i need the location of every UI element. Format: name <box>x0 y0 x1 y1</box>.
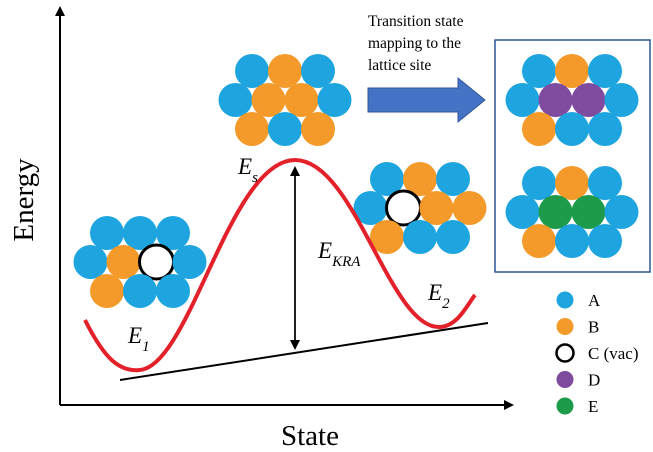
atom <box>555 166 589 200</box>
label-main: E <box>127 323 142 348</box>
legend-label: D <box>588 371 600 390</box>
y-axis-label: Energy <box>8 158 40 242</box>
atom <box>522 54 556 88</box>
label-ekra: EKRA <box>317 238 361 270</box>
legend-label: C (vac) <box>588 344 639 363</box>
atom <box>140 245 174 279</box>
atom <box>235 112 269 146</box>
atom <box>588 112 622 146</box>
atom <box>301 54 335 88</box>
atom <box>555 112 589 146</box>
label-e1: E1 <box>127 323 150 355</box>
atom <box>107 245 141 279</box>
atom <box>301 112 335 146</box>
legend: AB C (vac) DE <box>557 291 639 416</box>
atom <box>156 274 190 308</box>
atom <box>588 54 622 88</box>
x-axis-label: State <box>281 420 339 452</box>
diagram: Energy State E1 Es EKRA E2 Transition st… <box>0 0 653 452</box>
baseline <box>120 323 488 380</box>
atom <box>90 216 124 250</box>
atom <box>555 224 589 258</box>
atom <box>90 274 124 308</box>
atom <box>268 54 302 88</box>
atom <box>123 274 157 308</box>
atom <box>453 191 487 225</box>
label-sub: KRA <box>331 254 361 270</box>
label-sub: 2 <box>442 296 450 312</box>
atom <box>522 166 556 200</box>
legend-swatch <box>557 371 574 388</box>
label-main: E <box>427 280 442 305</box>
legend-swatch <box>557 318 574 335</box>
legend-swatch <box>557 398 574 415</box>
atom <box>522 112 556 146</box>
mapping-arrow <box>368 78 485 122</box>
atom <box>318 83 352 117</box>
atom <box>173 245 207 279</box>
legend-label: A <box>588 291 601 310</box>
label-es: Es <box>237 154 258 186</box>
atom <box>539 83 573 117</box>
atom <box>268 112 302 146</box>
atom <box>588 166 622 200</box>
annotation-line: lattice site <box>368 57 431 74</box>
atom <box>436 162 470 196</box>
atom <box>74 245 108 279</box>
label-main: E <box>237 154 252 179</box>
label-sub: 1 <box>142 339 150 355</box>
atom <box>572 195 606 229</box>
atom <box>522 224 556 258</box>
atom <box>555 54 589 88</box>
label-main: E <box>317 238 332 263</box>
atom <box>436 220 470 254</box>
atom <box>420 191 454 225</box>
atom <box>539 195 573 229</box>
legend-swatch <box>557 292 574 309</box>
atom <box>219 83 253 117</box>
legend-label: E <box>588 397 598 416</box>
legend-label: B <box>588 318 599 337</box>
atom <box>605 195 639 229</box>
atom <box>403 220 437 254</box>
atom <box>506 83 540 117</box>
atom <box>506 195 540 229</box>
atom <box>387 191 421 225</box>
atom <box>252 83 286 117</box>
annotation-line: mapping to the <box>368 35 461 52</box>
atom <box>285 83 319 117</box>
label-e2: E2 <box>427 280 450 312</box>
atom <box>605 83 639 117</box>
atom <box>588 224 622 258</box>
legend-swatch <box>557 345 574 362</box>
atom <box>235 54 269 88</box>
atom <box>572 83 606 117</box>
label-sub: s <box>252 170 258 186</box>
annotation-line: Transition state <box>368 13 464 30</box>
